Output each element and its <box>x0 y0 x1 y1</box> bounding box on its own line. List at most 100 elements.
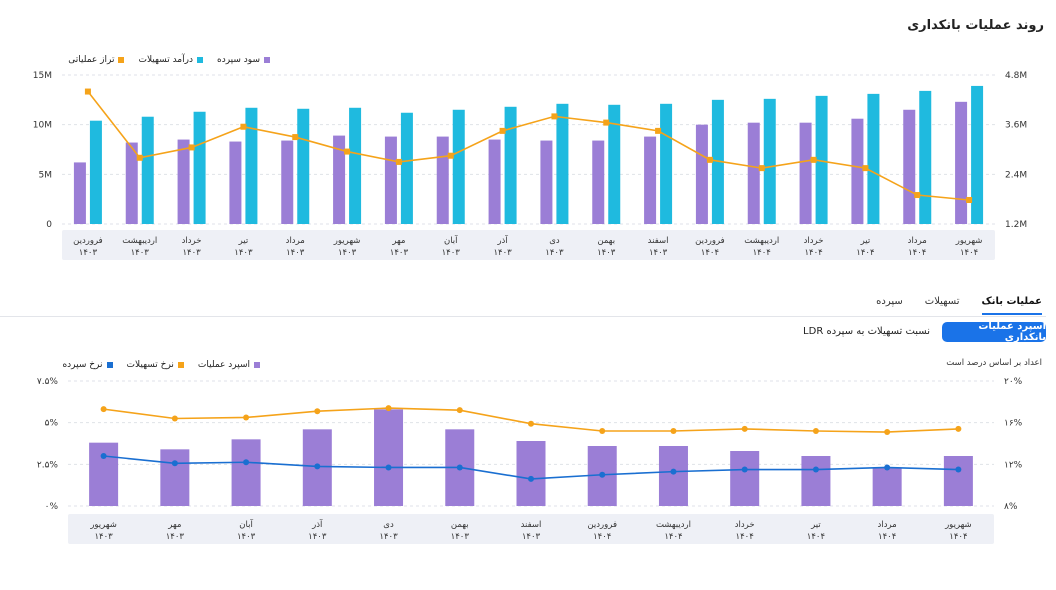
point-loan-rate <box>243 414 250 421</box>
bar-loan-income <box>349 107 362 224</box>
ldr-ratio-link[interactable]: نسبت تسهیلات به سپرده LDR <box>803 326 930 337</box>
page-title: روند عملیات بانکداری <box>907 18 1044 33</box>
x-tick-label-year: ۱۴۰۴ <box>701 248 719 258</box>
point-loan-rate <box>456 407 463 414</box>
legend-item-spread[interactable]: اسپرد عملیات <box>198 360 260 370</box>
x-tick-label-year: ۱۴۰۳ <box>493 248 512 258</box>
x-tick-label: بهمن <box>597 236 615 246</box>
tab-banking-operations[interactable]: عملیات بانک <box>981 296 1042 315</box>
x-tick-label-year: ۱۴۰۴ <box>908 248 926 258</box>
point-deposit-rate <box>670 468 677 475</box>
point-operating-balance <box>862 165 869 172</box>
bar-loan-income <box>608 104 621 224</box>
x-tick-label-year: ۱۴۰۴ <box>949 532 967 542</box>
legend-item-loan-rate[interactable]: نرخ تسهیلات <box>127 360 184 370</box>
x-tick-label: خرداد <box>804 236 824 246</box>
legend-swatch <box>254 362 260 368</box>
left-tick-label: 0 <box>46 220 52 230</box>
point-loan-rate <box>528 420 534 427</box>
x-tick-label: دی <box>549 236 560 246</box>
bar-spread <box>658 446 688 506</box>
bar-loan-income <box>452 109 465 224</box>
legend-label: نرخ تسهیلات <box>126 360 174 370</box>
point-operating-balance <box>914 192 921 199</box>
x-tick-label: دی <box>383 520 394 530</box>
x-tick-label-year: ۱۴۰۴ <box>593 532 611 542</box>
bar-deposit-interest <box>644 136 657 224</box>
x-tick-label-year: ۱۴۰۳ <box>182 248 201 258</box>
bar-deposit-interest <box>799 122 812 224</box>
x-tick-label: اسفند <box>648 236 669 246</box>
bar-loan-income <box>89 120 102 224</box>
bar-deposit-interest <box>747 122 760 224</box>
x-tick-label-year: ۱۴۰۳ <box>390 248 409 258</box>
x-tick-label-year: ۱۴۰۴ <box>856 248 874 258</box>
point-loan-rate <box>100 406 107 413</box>
bar-deposit-interest <box>177 139 190 224</box>
x-tick-label: آذر <box>311 518 323 530</box>
bar-loan-income <box>660 103 673 224</box>
legend-label: سود سپرده <box>216 55 260 65</box>
x-tick-label: خرداد <box>735 520 755 530</box>
spread-button[interactable]: اسپرد عملیات بانکداری <box>942 321 1046 343</box>
point-deposit-rate <box>741 466 748 473</box>
legend-swatch <box>177 362 184 368</box>
left-tick-label: 5M <box>39 170 53 180</box>
legend-item-operating-balance[interactable]: تراز عملیاتی <box>68 55 125 65</box>
point-loan-rate <box>385 405 392 412</box>
point-loan-rate <box>955 425 962 432</box>
point-loan-rate <box>670 428 677 434</box>
x-tick-label-year: ۱۴۰۳ <box>451 532 470 542</box>
bar-spread <box>730 451 760 506</box>
x-tick-label: فروردین <box>73 236 103 246</box>
x-tick-label-year: ۱۴۰۳ <box>79 248 98 258</box>
left-tick-label: ۲.۵% <box>37 460 59 470</box>
point-operating-balance <box>84 88 91 95</box>
banking-trend-chart: 15M 10M 5M 0 4.8M 3.6M 2.4M 1.2M فروردین ۱۴۰۳ اردی… <box>33 71 1027 260</box>
point-operating-balance <box>603 119 610 126</box>
legend-label: تراز عملیاتی <box>68 55 115 65</box>
x-tick-label-year: ۱۴۰۳ <box>649 248 668 258</box>
percent-note: اعداد بر اساس درصد است <box>946 358 1042 368</box>
x-tick-label: اسفند <box>521 520 542 530</box>
left-tick-label: ۰% <box>45 502 59 512</box>
tab-loans[interactable]: تسهیلات <box>924 296 960 307</box>
bar-loan-income <box>867 93 880 224</box>
legend-item-deposit-interest[interactable]: سود سپرده <box>217 55 270 65</box>
point-deposit-rate <box>243 459 250 466</box>
x-tick-label-year: ۱۴۰۳ <box>308 532 327 542</box>
legend-label: نرخ سپرده <box>62 360 103 370</box>
point-deposit-rate <box>812 466 819 473</box>
x-tick-label: آبان <box>239 518 253 530</box>
x-tick-label: مرداد <box>286 236 305 246</box>
x-tick-label-year: ۱۴۰۳ <box>131 248 150 258</box>
bar-deposit-interest <box>540 140 553 224</box>
bar-deposit-interest <box>73 162 86 224</box>
x-tick-label: آبان <box>444 234 458 246</box>
x-tick-label: شهریور <box>955 236 983 246</box>
point-loan-rate <box>599 428 606 434</box>
chart2-legend: اسپرد عملیات نرخ تسهیلات نرخ سپرده <box>62 360 260 370</box>
tab-deposits[interactable]: سپرده <box>876 296 903 307</box>
point-deposit-rate <box>528 475 534 482</box>
x-tick-label-year: ۱۴۰۴ <box>736 532 754 542</box>
x-tick-label: آذر <box>496 234 508 246</box>
point-loan-rate <box>171 415 178 422</box>
x-tick-label: خرداد <box>182 236 202 246</box>
x-tick-label-year: ۱۴۰۳ <box>237 532 256 542</box>
bar-spread <box>516 441 546 506</box>
x-tick-label-year: ۱۴۰۳ <box>166 532 185 542</box>
bar-spread <box>231 439 261 506</box>
legend-swatch <box>264 57 270 63</box>
x-tick-label: مهر <box>391 236 405 246</box>
x-tick-label-year: ۱۴۰۳ <box>379 532 398 542</box>
x-axis-band <box>62 230 995 260</box>
bar-loan-income <box>919 90 932 224</box>
legend-item-loan-income[interactable]: درآمد تسهیلات <box>138 55 203 65</box>
x-tick-label-year: ۱۴۰۳ <box>338 248 357 258</box>
point-operating-balance <box>966 196 973 203</box>
legend-item-deposit-rate[interactable]: نرخ سپرده <box>62 360 113 370</box>
left-tick-label: ۵% <box>45 419 59 429</box>
bar-loan-income <box>556 103 569 224</box>
bar-deposit-interest <box>695 124 708 224</box>
